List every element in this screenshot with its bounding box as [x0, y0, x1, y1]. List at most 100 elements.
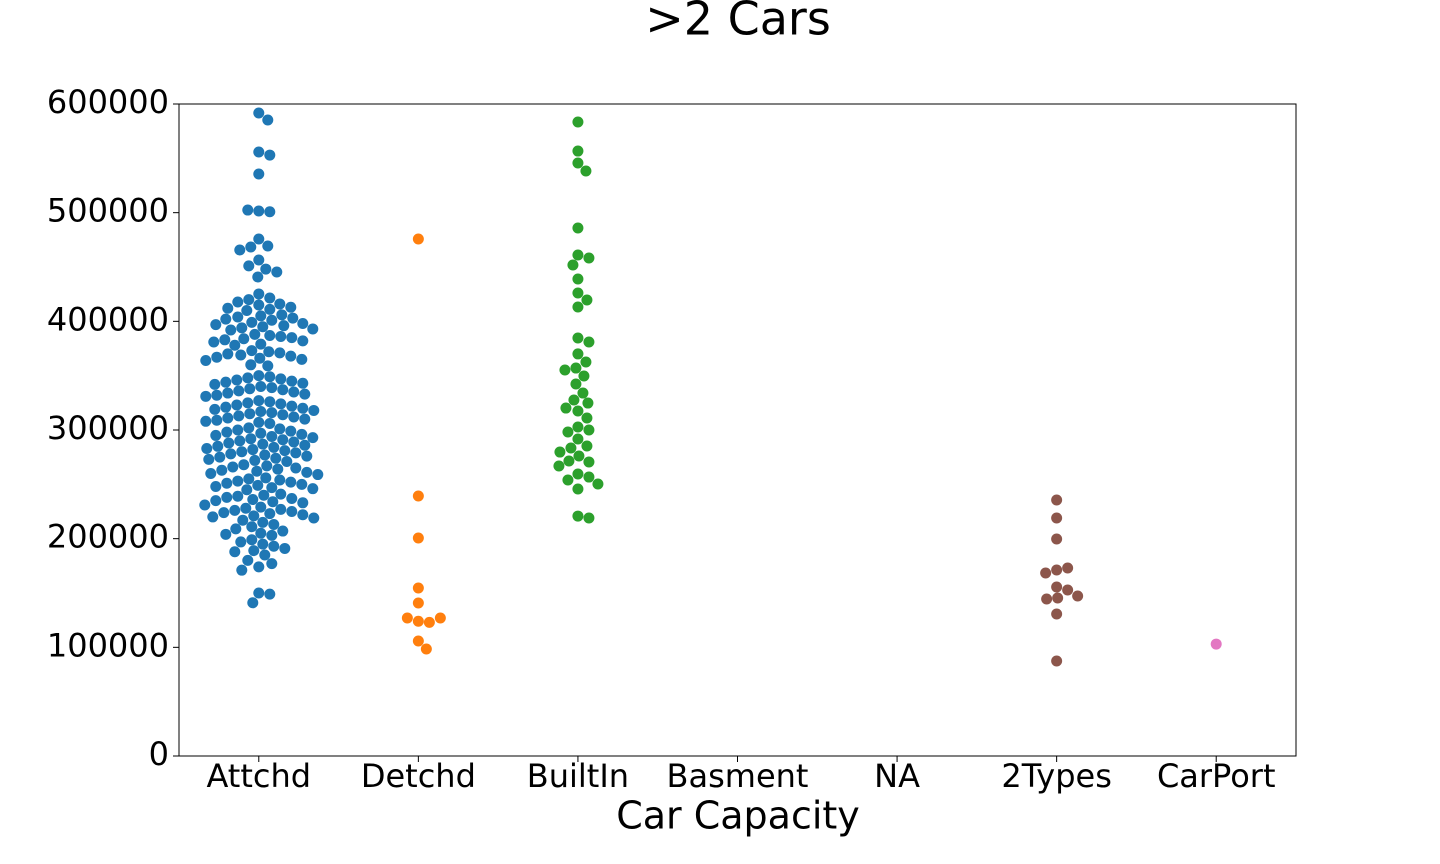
point: [220, 376, 232, 388]
point: [264, 508, 276, 520]
point: [582, 397, 594, 409]
point: [241, 304, 253, 316]
point: [286, 332, 298, 344]
x-tick-label: Basment: [667, 757, 809, 795]
y-tick-label: 400000: [47, 300, 169, 338]
point: [238, 333, 250, 345]
point: [553, 460, 565, 472]
point: [253, 416, 265, 428]
point: [307, 432, 319, 444]
point: [229, 339, 241, 351]
point: [223, 437, 235, 449]
point: [253, 233, 265, 245]
point: [286, 375, 298, 387]
point: [259, 449, 271, 461]
point: [267, 496, 279, 508]
point: [308, 512, 320, 524]
point: [246, 521, 258, 533]
point: [412, 532, 424, 544]
point: [266, 431, 278, 443]
point: [245, 359, 257, 371]
point: [583, 252, 595, 264]
x-axis-label: Car Capacity: [616, 794, 860, 838]
point: [262, 240, 274, 252]
point: [572, 116, 584, 128]
point: [231, 399, 243, 411]
point: [581, 412, 593, 424]
point: [1051, 494, 1063, 506]
point: [262, 114, 274, 126]
point: [260, 472, 272, 484]
point: [222, 412, 234, 424]
point: [568, 394, 580, 406]
point: [308, 404, 320, 416]
point: [290, 447, 302, 459]
point: [572, 145, 584, 157]
point: [266, 314, 278, 326]
point: [221, 426, 233, 438]
point: [257, 438, 269, 450]
point: [572, 348, 584, 360]
point: [268, 519, 280, 531]
point: [572, 433, 584, 445]
point: [222, 302, 234, 314]
point: [401, 612, 413, 624]
point: [211, 389, 223, 401]
point: [260, 263, 272, 275]
point: [200, 415, 212, 427]
chart-title: >2 Cars: [645, 0, 831, 46]
point: [242, 204, 254, 216]
point: [572, 468, 584, 480]
point: [247, 444, 259, 456]
point: [222, 348, 234, 360]
point: [220, 528, 232, 540]
point: [245, 241, 257, 253]
point: [255, 406, 267, 418]
point: [583, 336, 595, 348]
point: [581, 294, 593, 306]
point: [243, 294, 255, 306]
point: [274, 474, 286, 486]
point: [232, 424, 244, 436]
point: [247, 494, 259, 506]
point: [252, 479, 264, 491]
point: [275, 373, 287, 385]
point: [219, 334, 231, 346]
point: [221, 491, 233, 503]
point: [412, 490, 424, 502]
point: [255, 338, 267, 350]
point: [230, 523, 242, 535]
point: [285, 476, 297, 488]
point: [412, 233, 424, 245]
point: [247, 597, 259, 609]
point: [583, 424, 595, 436]
point: [297, 318, 309, 330]
point: [238, 459, 250, 471]
point: [277, 384, 289, 396]
x-tick-label: Attchd: [206, 757, 311, 795]
point: [266, 529, 278, 541]
point: [245, 433, 257, 445]
point: [268, 441, 280, 453]
point: [208, 336, 220, 348]
point: [246, 534, 258, 546]
point: [253, 168, 265, 180]
point: [1062, 562, 1074, 574]
point: [290, 462, 302, 474]
point: [253, 146, 265, 158]
point: [297, 402, 309, 414]
point: [210, 495, 222, 507]
point: [299, 388, 311, 400]
point: [263, 346, 275, 358]
point: [210, 481, 222, 493]
point: [275, 488, 287, 500]
point: [231, 374, 243, 386]
point: [252, 271, 264, 283]
point: [253, 205, 265, 217]
point: [288, 386, 300, 398]
point: [266, 482, 278, 494]
point: [258, 489, 270, 501]
point: [307, 323, 319, 335]
point: [563, 455, 575, 467]
point: [268, 540, 280, 552]
